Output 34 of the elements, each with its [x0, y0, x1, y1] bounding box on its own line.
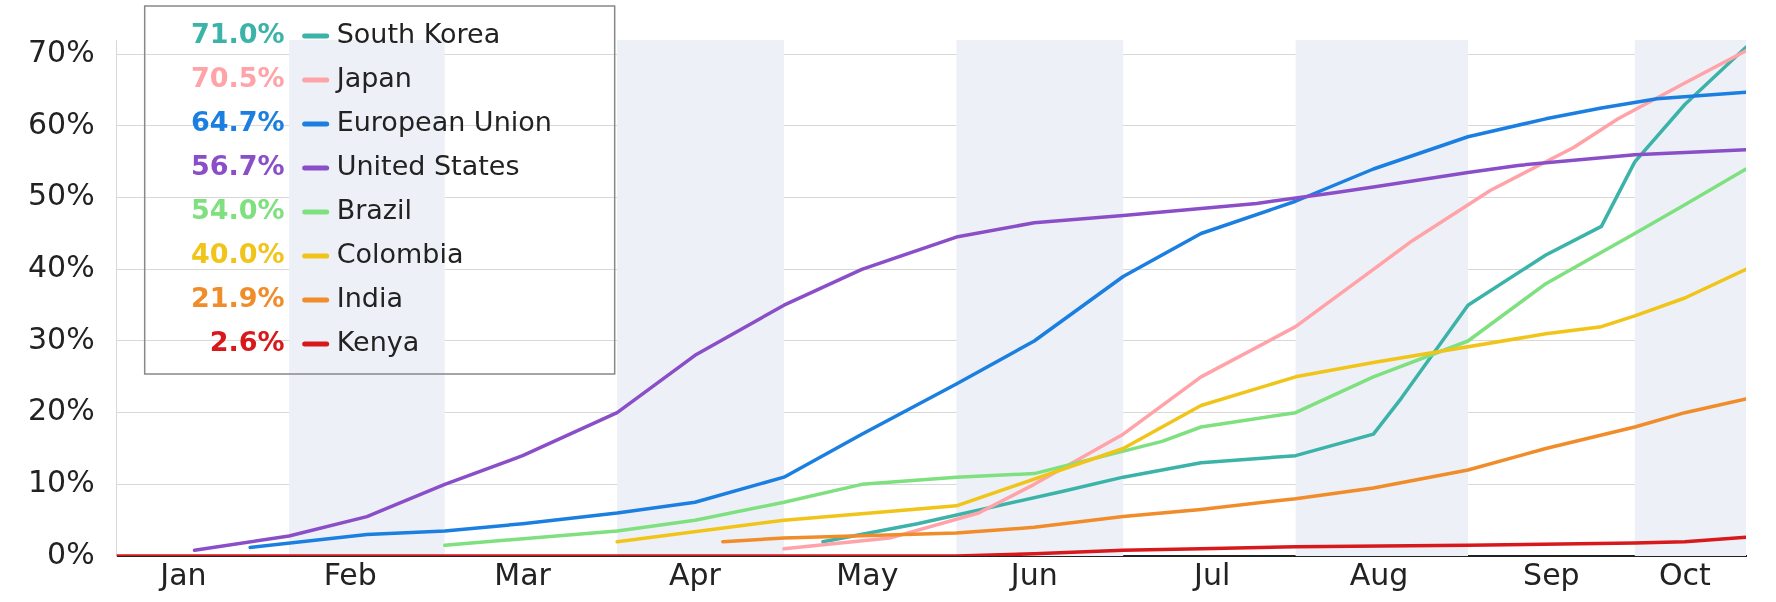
y-tick-label: 10%	[27, 464, 95, 500]
legend-label: South Korea	[336, 18, 501, 50]
annotation: 71.0%	[191, 18, 285, 50]
legend-label: European Union	[336, 106, 552, 138]
x-tick-label: Oct	[1658, 556, 1711, 592]
y-tick-label: 20%	[27, 392, 95, 428]
y-tick-label: 40%	[27, 249, 95, 285]
y-tick-label: 0%	[47, 535, 95, 571]
legend-label: Japan	[334, 62, 412, 94]
annotation: 2.6%	[209, 326, 285, 358]
legend-label: India	[336, 282, 403, 314]
x-tick-label: Jul	[1192, 556, 1231, 592]
annotation: 70.5%	[191, 62, 285, 94]
x-tick-label: Mar	[494, 556, 552, 592]
y-tick-label: 70%	[27, 34, 95, 70]
x-tick-label: Jun	[1008, 556, 1058, 592]
x-tick-label: May	[836, 556, 899, 592]
legend-label: Kenya	[336, 326, 420, 358]
y-tick-label: 50%	[27, 177, 95, 213]
x-tick-label: Aug	[1349, 556, 1409, 592]
x-tick-label: Apr	[669, 556, 722, 592]
annotation: 54.0%	[191, 194, 285, 226]
x-tick-label: Jan	[158, 556, 207, 592]
annotation: 21.9%	[191, 282, 285, 314]
y-tick-label: 30%	[27, 320, 95, 356]
legend-label: Colombia	[336, 238, 464, 270]
legend-label: Brazil	[336, 194, 413, 226]
legend-label: United States	[336, 150, 520, 182]
annotation: 40.0%	[191, 238, 285, 270]
x-tick-label: Feb	[323, 556, 377, 592]
annotation: 64.7%	[191, 106, 285, 138]
annotation: 56.7%	[191, 150, 285, 182]
x-tick-label: Sep	[1523, 556, 1580, 592]
y-tick-label: 60%	[27, 105, 95, 141]
